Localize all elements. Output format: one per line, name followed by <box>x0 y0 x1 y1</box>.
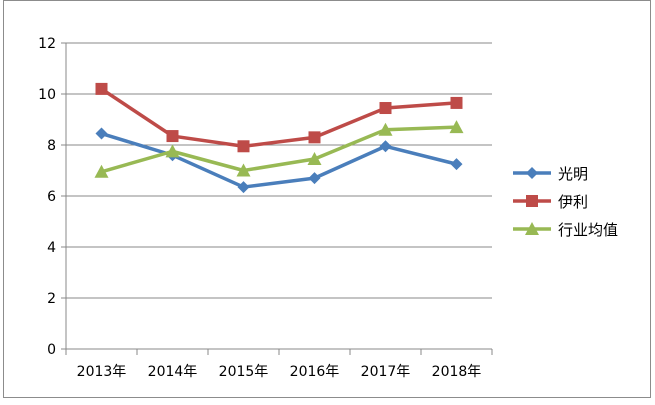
data-point <box>449 120 464 134</box>
data-point <box>237 140 250 153</box>
x-tick-label: 2015年 <box>219 364 269 380</box>
legend-label: 伊利 <box>558 193 588 211</box>
data-point <box>95 82 108 95</box>
legend-marker <box>526 167 538 179</box>
data-point <box>166 130 179 143</box>
data-point <box>379 102 392 115</box>
legend-label: 光明 <box>558 165 588 183</box>
y-tick-labels: 0 2 4 6 8 10 12 <box>38 36 56 358</box>
legend-marker <box>526 195 538 207</box>
series-line <box>101 125 457 174</box>
data-point <box>307 152 322 166</box>
legend-item: 光明 <box>513 165 588 183</box>
y-tick-label: 10 <box>38 87 56 103</box>
legend-item: 伊利 <box>513 193 588 211</box>
chart-frame <box>3 0 651 398</box>
data-point <box>236 163 251 177</box>
data-point <box>450 96 463 109</box>
data-point <box>237 181 250 194</box>
gridlines <box>66 42 492 299</box>
legend-label: 行业均值 <box>558 221 618 239</box>
y-tick-label: 0 <box>47 342 56 358</box>
y-tick-label: 4 <box>47 240 56 256</box>
data-point <box>308 172 321 185</box>
x-tick-label: 2014年 <box>148 364 198 380</box>
x-tick-label: 2018年 <box>432 364 482 380</box>
data-point <box>165 144 180 158</box>
series-line <box>100 131 457 189</box>
x-tick-label: 2017年 <box>361 364 411 380</box>
x-tick-label: 2016年 <box>290 364 340 380</box>
axes <box>61 42 493 355</box>
data-point <box>450 158 463 171</box>
data-point <box>94 164 109 178</box>
y-tick-label: 12 <box>38 36 56 52</box>
data-point <box>95 127 108 140</box>
legend-marker <box>525 222 539 235</box>
series-line <box>100 87 457 149</box>
data-point <box>379 140 392 153</box>
x-tick-label: 2013年 <box>77 364 127 380</box>
y-tick-label: 6 <box>47 189 56 205</box>
data-point <box>378 122 393 136</box>
data-point <box>308 131 321 144</box>
series-lines <box>94 82 464 194</box>
x-tick-labels: 2013年 2014年 2015年 2016年 2017年 2018年 <box>77 364 482 380</box>
series-2 <box>95 82 463 153</box>
series-3 <box>94 120 464 178</box>
series-1 <box>95 127 463 194</box>
y-tick-label: 8 <box>47 138 56 154</box>
legend-item: 行业均值 <box>513 221 618 239</box>
y-tick-label: 2 <box>47 291 56 307</box>
